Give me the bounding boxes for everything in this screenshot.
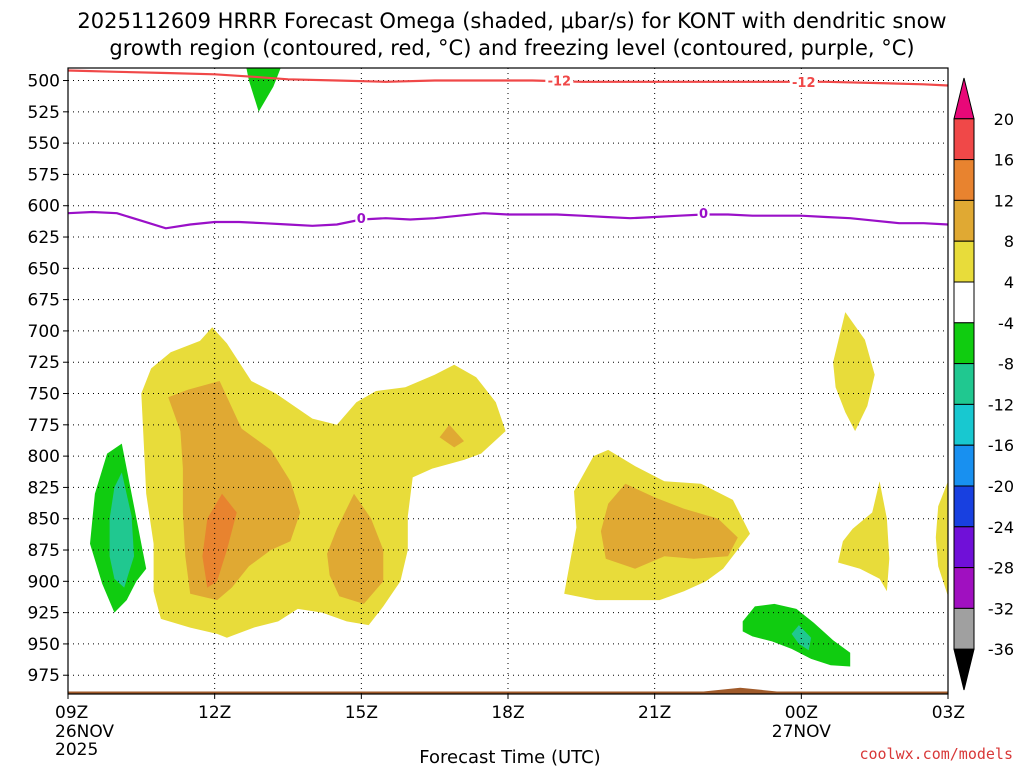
omega-region--8 [109, 472, 134, 588]
y-tick-label: 800 [28, 447, 60, 467]
x-tick-label: 03Z [932, 703, 965, 723]
omega-region-8 [600, 483, 738, 569]
colorbar: 20 16 12 8 4 -4 -8 -12 -16 -20 -24 -28 -32 -36 [953, 77, 1014, 691]
x-axis-label: Forecast Time (UTC) [419, 747, 600, 768]
colorbar-label: 16 [994, 151, 1014, 170]
omega-region-4 [838, 481, 890, 592]
colorbar-swatch [953, 322, 975, 365]
omega-region-8 [439, 424, 464, 448]
colorbar-swatch [953, 199, 975, 242]
y-tick-label: 725 [28, 353, 60, 373]
contour-label-purple: 0 [357, 212, 366, 227]
omega-region-4 [935, 481, 948, 597]
colorbar-label: -28 [988, 559, 1014, 578]
colorbar-label: -36 [988, 640, 1014, 659]
colorbar-swatch [953, 485, 975, 528]
colorbar-swatch [953, 403, 975, 446]
colorbar-label: -20 [988, 477, 1014, 496]
colorbar-swatch [953, 159, 975, 201]
colorbar-label: -16 [988, 436, 1014, 455]
chart-title-line-1: 2025112609 HRRR Forecast Omega (shaded, … [77, 9, 946, 33]
contour-label-purple: 0 [699, 207, 708, 222]
y-tick-label: 500 [28, 72, 60, 92]
freezing-level-contour-0 [67, 210, 949, 230]
colorbar-swatch-bottom [953, 648, 975, 691]
contour-label-bg [545, 73, 574, 88]
colorbar-label: -24 [988, 518, 1014, 537]
omega-region-12 [202, 493, 237, 588]
contour-label-red: -12 [548, 75, 572, 90]
y-tick-label: 825 [28, 478, 60, 498]
y-tick-label: 925 [28, 604, 60, 624]
colorbar-label: -8 [998, 355, 1014, 374]
y-tick-label: 525 [28, 103, 60, 123]
x-tick-label: 15Z [345, 703, 378, 723]
credit-text: coolwx.com/models [859, 745, 1013, 763]
colorbar-swatch [953, 607, 975, 650]
colorbar-swatch-top [953, 77, 975, 120]
x-tick-date: 26NOV [55, 722, 114, 742]
y-tick-label: 625 [28, 228, 60, 248]
contour-label-bg [355, 211, 368, 226]
omega-region-8 [168, 381, 301, 601]
x-tick-label: 12Z [198, 703, 231, 723]
ground-bump [703, 687, 777, 692]
y-tick-label: 950 [28, 635, 60, 655]
y-tick-label: 875 [28, 541, 60, 561]
y-tick-label: 775 [28, 416, 60, 436]
colorbar-swatch [953, 444, 975, 487]
contour-label-bg [789, 74, 818, 89]
y-tick-label: 750 [28, 385, 60, 405]
chart-title-line-2: growth region (contoured, red, °C) and f… [109, 36, 914, 60]
x-tick-label: 18Z [491, 703, 524, 723]
colorbar-label: -4 [998, 314, 1014, 333]
y-tick-label: 900 [28, 572, 60, 592]
y-tick-label: 600 [28, 197, 60, 217]
colorbar-label: 20 [994, 110, 1014, 129]
y-tick-label: 650 [28, 259, 60, 279]
temperature-contours: -12 -12 0 0 [67, 69, 949, 230]
x-tick-label: 09Z [55, 703, 88, 723]
colorbar-label: 4 [1004, 273, 1014, 292]
omega-region-8 [327, 493, 384, 604]
plot-area: -12 -12 0 0 [67, 67, 949, 695]
y-tick-label: 550 [28, 134, 60, 154]
x-tick-date: 27NOV [772, 722, 831, 742]
y-tick-label: 675 [28, 291, 60, 311]
ground-strip [68, 691, 948, 694]
colorbar-label: 12 [994, 191, 1014, 210]
y-tick-label: 700 [28, 322, 60, 342]
x-tick-label: 00Z [785, 703, 818, 723]
colorbar-label: 8 [1004, 232, 1014, 251]
y-tick-label: 975 [28, 666, 60, 686]
colorbar-swatch [953, 118, 975, 161]
colorbar-swatch [953, 363, 975, 405]
y-axis: 500 525 550 575 600 625 650 675 700 725 750 775 800 8… [28, 72, 68, 686]
y-tick-label: 575 [28, 165, 60, 185]
contour-label-red: -12 [792, 76, 816, 91]
colorbar-swatch [953, 567, 975, 609]
contour-label-bg [697, 206, 710, 221]
omega-region-4 [833, 312, 875, 432]
ground-layer [68, 687, 948, 694]
colorbar-label: -12 [988, 395, 1014, 414]
colorbar-swatch [953, 526, 975, 569]
omega-region--8 [791, 625, 812, 651]
colorbar-label: -32 [988, 599, 1014, 618]
colorbar-swatch [953, 240, 975, 283]
x-tick-year: 2025 [55, 740, 98, 760]
y-tick-label: 850 [28, 510, 60, 530]
x-tick-label: 21Z [638, 703, 671, 723]
colorbar-swatch [953, 281, 975, 324]
